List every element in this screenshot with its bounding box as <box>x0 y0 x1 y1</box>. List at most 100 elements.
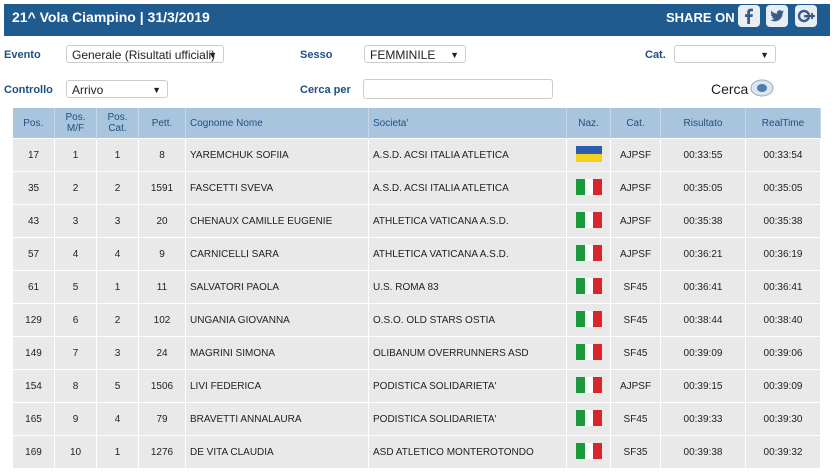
cell-result: 00:35:38 <box>660 204 746 238</box>
cell-pos-mf: 10 <box>54 435 97 469</box>
search-input[interactable] <box>363 79 553 99</box>
cell-pos: 17 <box>12 138 55 172</box>
cell-cat: AJPSF <box>610 171 661 205</box>
cell-name: CARNICELLI SARA <box>185 237 369 271</box>
flag-cell <box>566 270 611 304</box>
column-header: Cognome Nome <box>185 108 369 139</box>
cell-result: 00:33:55 <box>660 138 746 172</box>
cell-cat: SF35 <box>610 435 661 469</box>
sesso-select[interactable]: FEMMINILE ▼ <box>364 45 466 63</box>
column-header: Pos. M/F <box>54 108 97 139</box>
evento-value: Generale (Risultati ufficiali) <box>72 48 216 62</box>
cell-club: ASD ATLETICO MONTEROTONDO <box>368 435 567 469</box>
result-row: 149 7 3 24 MAGRINI SIMONA OLIBANUM OVERRUNNER… <box>12 336 821 370</box>
cell-pos: 129 <box>12 303 55 337</box>
result-row: 165 9 4 79 BRAVETTI ANNALAURA PODISTICA SOLID… <box>12 402 821 436</box>
flag <box>575 178 602 195</box>
cell-cat: SF45 <box>610 402 661 436</box>
result-row: 17 1 1 8 YAREMCHUK SOFIIA A.S.D. ACSI ITALIA … <box>12 138 821 172</box>
cerca-per-label: Cerca per <box>300 84 351 96</box>
cell-pett: 8 <box>138 138 186 172</box>
flag-cell <box>566 336 611 370</box>
cell-pett: 1506 <box>138 369 186 403</box>
cell-pos: 61 <box>12 270 55 304</box>
cell-club: A.S.D. ACSI ITALIA ATLETICA <box>368 171 567 205</box>
cell-realtime: 00:36:19 <box>745 237 821 271</box>
cell-cat: SF45 <box>610 336 661 370</box>
cell-realtime: 00:33:54 <box>745 138 821 172</box>
flag <box>575 310 602 327</box>
cell-name: SALVATORI PAOLA <box>185 270 369 304</box>
cell-club: ATHLETICA VATICANA A.S.D. <box>368 237 567 271</box>
cell-pett: 20 <box>138 204 186 238</box>
googleplus-icon[interactable] <box>795 5 817 27</box>
flag <box>575 376 602 393</box>
cell-cat: AJPSF <box>610 369 661 403</box>
result-row: 129 6 2 102 UNGANIA GIOVANNA O.S.O. OLD STARS… <box>12 303 821 337</box>
cell-pos-mf: 4 <box>54 237 97 271</box>
cell-result: 00:39:09 <box>660 336 746 370</box>
result-row: 61 5 1 11 SALVATORI PAOLA U.S. ROMA 83 SF45 00:… <box>12 270 821 304</box>
cell-pos-mf: 9 <box>54 402 97 436</box>
controllo-select[interactable]: Arrivo ▼ <box>66 80 168 98</box>
cell-pos: 35 <box>12 171 55 205</box>
cell-cat: SF45 <box>610 270 661 304</box>
cell-name: BRAVETTI ANNALAURA <box>185 402 369 436</box>
cell-pos-cat: 1 <box>96 435 139 469</box>
column-header: RealTime <box>745 108 821 139</box>
flag-cell <box>566 303 611 337</box>
cell-pett: 24 <box>138 336 186 370</box>
cell-realtime: 00:39:06 <box>745 336 821 370</box>
cell-club: U.S. ROMA 83 <box>368 270 567 304</box>
flag <box>575 442 602 459</box>
controllo-label: Controllo <box>4 84 53 96</box>
cell-realtime: 00:39:32 <box>745 435 821 469</box>
flag <box>575 343 602 360</box>
flag <box>575 145 602 162</box>
cell-pos-cat: 3 <box>96 336 139 370</box>
column-header: Risultato <box>660 108 746 139</box>
cell-realtime: 00:39:09 <box>745 369 821 403</box>
cell-pos-cat: 4 <box>96 237 139 271</box>
event-title: 21^ Vola Ciampino | 31/3/2019 <box>12 9 210 25</box>
cell-result: 00:39:33 <box>660 402 746 436</box>
result-row: 35 2 2 1591 FASCETTI SVEVA A.S.D. ACSI ITALIA… <box>12 171 821 205</box>
flag-cell <box>566 369 611 403</box>
cell-pos-mf: 2 <box>54 171 97 205</box>
header-row: Pos. Pos. M/F Pos. Cat. Pett. Cognome Nome So… <box>12 108 821 139</box>
evento-select[interactable]: Generale (Risultati ufficiali) ▼ <box>66 45 224 63</box>
cell-pos-cat: 3 <box>96 204 139 238</box>
cell-result: 00:36:41 <box>660 270 746 304</box>
cell-pos: 165 <box>12 402 55 436</box>
cell-pos-cat: 4 <box>96 402 139 436</box>
facebook-icon[interactable] <box>738 5 760 27</box>
cell-pos-mf: 6 <box>54 303 97 337</box>
cell-club: O.S.O. OLD STARS OSTIA <box>368 303 567 337</box>
cat-select[interactable]: ▼ <box>674 45 776 63</box>
result-row: 57 4 4 9 CARNICELLI SARA ATHLETICA VATICANA A… <box>12 237 821 271</box>
controllo-value: Arrivo <box>72 83 104 97</box>
sesso-value: FEMMINILE <box>370 48 436 62</box>
twitter-icon[interactable] <box>766 5 788 27</box>
cell-pos-cat: 5 <box>96 369 139 403</box>
cell-result: 00:38:44 <box>660 303 746 337</box>
header-bar <box>4 4 830 36</box>
sesso-label: Sesso <box>300 49 333 61</box>
cell-pett: 1276 <box>138 435 186 469</box>
search-icon[interactable] <box>750 78 774 98</box>
flag <box>575 211 602 228</box>
cell-name: FASCETTI SVEVA <box>185 171 369 205</box>
cell-club: PODISTICA SOLIDARIETA' <box>368 402 567 436</box>
evento-label: Evento <box>4 49 41 61</box>
result-row: 169 10 1 1276 DE VITA CLAUDIA ASD ATLETICO MO… <box>12 435 821 469</box>
flag-cell <box>566 237 611 271</box>
result-row: 154 8 5 1506 LIVI FEDERICA PODISTICA SOLIDARI… <box>12 369 821 403</box>
column-header: Pett. <box>138 108 186 139</box>
cell-pett: 11 <box>138 270 186 304</box>
cell-name: YAREMCHUK SOFIIA <box>185 138 369 172</box>
search-button[interactable]: Cerca <box>711 81 749 97</box>
column-header: Pos. Cat. <box>96 108 139 139</box>
cell-pos-mf: 5 <box>54 270 97 304</box>
cell-realtime: 00:36:41 <box>745 270 821 304</box>
